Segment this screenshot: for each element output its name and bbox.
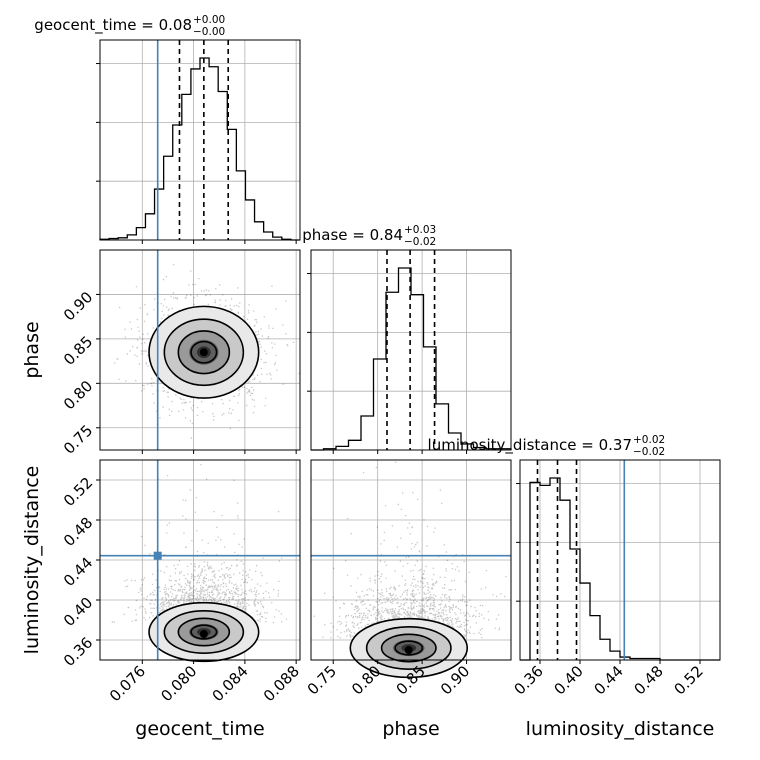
title-median: 0.37 xyxy=(599,436,632,454)
x-tick-label: 0.080 xyxy=(157,662,200,705)
x-axis-label-luminosity_distance: luminosity_distance xyxy=(526,718,715,740)
panel-frame xyxy=(99,249,301,451)
x-tick-label: 0.36 xyxy=(510,662,546,698)
title-err-plus: +0.02 xyxy=(633,434,665,446)
x-tick-label: 0.088 xyxy=(260,662,303,705)
panel-frame xyxy=(99,39,301,241)
title-geocent_time: geocent_time = 0.08 xyxy=(34,16,192,35)
x-tick-label: 0.40 xyxy=(550,662,586,698)
x-tick-label: 0.076 xyxy=(106,662,149,705)
contour-line xyxy=(148,601,260,663)
x-tick-label: 0.44 xyxy=(590,662,626,698)
y-tick-label: 0.75 xyxy=(60,421,96,457)
y-tick-label: 0.48 xyxy=(60,514,96,550)
density-panel-phase-luminosity_distance xyxy=(310,459,512,679)
y-axis-label-phase: phase xyxy=(21,321,43,378)
histogram-geocent_time xyxy=(99,57,300,241)
panel-frame xyxy=(310,249,512,451)
x-tick-label: 0.084 xyxy=(209,662,252,705)
title-err-plus: +0.00 xyxy=(193,14,225,26)
title-err-minus: −0.00 xyxy=(193,26,225,38)
title-label: phase = xyxy=(302,226,369,244)
contour-line xyxy=(163,610,245,654)
title-median: 0.08 xyxy=(159,16,192,34)
scatter-points xyxy=(111,463,288,624)
y-tick-label: 0.40 xyxy=(60,594,96,630)
title-label: luminosity_distance = xyxy=(428,436,599,455)
y-tick-label: 0.90 xyxy=(60,288,96,324)
title-label: geocent_time = xyxy=(34,16,158,35)
contour-line xyxy=(190,340,218,364)
x-tick-label: 0.48 xyxy=(630,662,666,698)
y-tick-label: 0.85 xyxy=(60,333,96,369)
x-axis-label-geocent_time: geocent_time xyxy=(135,718,264,740)
density-peak xyxy=(199,348,208,357)
title-luminosity_distance: luminosity_distance = 0.37 xyxy=(428,436,632,455)
contour-line xyxy=(177,617,231,647)
contour-line xyxy=(163,318,245,387)
histogram-phase xyxy=(311,267,512,451)
x-tick-label: 0.75 xyxy=(304,662,340,698)
title-err-plus: +0.03 xyxy=(404,224,436,236)
hist-panel-geocent_time: geocent_time = 0.08 +0.00−0.00 xyxy=(34,14,301,244)
y-axis-label-luminosity_distance: luminosity_distance xyxy=(21,466,43,655)
x-axis-label-phase: phase xyxy=(382,718,439,740)
contour-line xyxy=(394,640,424,656)
contour-line xyxy=(190,624,218,640)
contour-line xyxy=(365,626,452,670)
y-tick-label: 0.52 xyxy=(60,474,96,510)
panel-frame xyxy=(310,459,512,661)
truth-marker xyxy=(153,551,162,560)
contour-line xyxy=(380,633,437,663)
contour-line xyxy=(177,330,231,375)
title-err-minus: −0.02 xyxy=(404,236,436,248)
contour-line xyxy=(349,617,469,679)
y-tick-label: 0.44 xyxy=(60,554,96,590)
density-peak xyxy=(404,646,413,654)
y-tick-label: 0.80 xyxy=(60,377,96,413)
title-err-minus: −0.02 xyxy=(633,446,665,458)
density-peak xyxy=(199,630,208,638)
scatter-points xyxy=(313,461,507,640)
contour-line xyxy=(148,305,260,399)
density-panel-geocent_time-luminosity_distance xyxy=(96,459,301,664)
y-tick-label: 0.36 xyxy=(60,634,96,670)
density-panel-geocent_time-phase xyxy=(96,249,301,454)
title-phase: phase = 0.84 xyxy=(302,226,403,244)
hist-panel-luminosity_distance: luminosity_distance = 0.37 +0.02−0.02 xyxy=(428,434,721,664)
hist-panel-phase: phase = 0.84 +0.03−0.02 xyxy=(302,224,512,454)
title-median: 0.84 xyxy=(370,226,403,244)
x-tick-label: 0.52 xyxy=(670,662,706,698)
